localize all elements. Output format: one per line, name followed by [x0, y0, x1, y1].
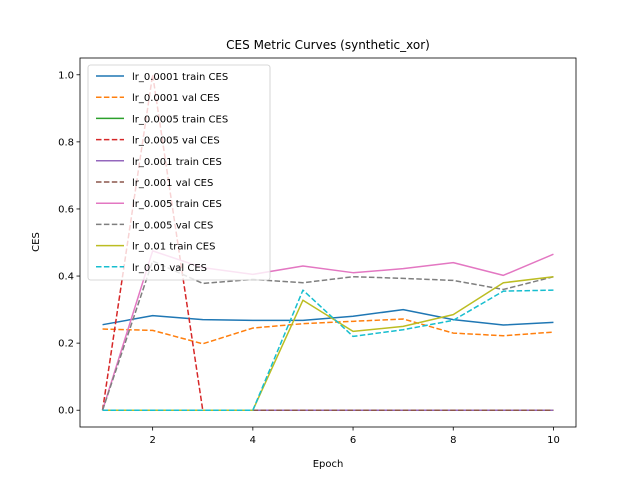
x-tick-label: 10: [547, 435, 560, 446]
x-tick-label: 8: [450, 435, 456, 446]
y-tick-label: 0.0: [58, 406, 74, 417]
chart-title: CES Metric Curves (synthetic_xor): [226, 38, 430, 52]
legend-entry-label: lr_0.001 train CES: [132, 157, 222, 168]
y-tick-label: 0.2: [58, 339, 74, 350]
series-line-9: [102, 289, 554, 411]
legend-entry-label: lr_0.001 val CES: [132, 178, 213, 189]
legend: lr_0.0001 train CES lr_0.0001 val CES lr_0…: [87, 64, 271, 281]
y-axis-label: CES: [31, 232, 42, 252]
plot-frame: [79, 57, 577, 428]
x-axis-label: Epoch: [313, 459, 344, 470]
legend-entry-label: lr_0.0001 train CES: [132, 72, 228, 83]
axes-layer: 2 4 6 8 10 0.0 0.2 0.4 0.6 0.8 1.0: [58, 70, 560, 446]
legend-entry-label: lr_0.005 val CES: [132, 220, 213, 231]
legend-entry-label: lr_0.0001 val CES: [132, 93, 220, 104]
legend-entry-label: lr_0.01 val CES: [132, 263, 207, 274]
legend-entry-label: lr_0.0005 train CES: [132, 114, 228, 125]
y-tick-label: 0.4: [58, 272, 74, 283]
legend-entry-label: lr_0.0005 val CES: [132, 136, 220, 147]
legend-box: [87, 64, 271, 281]
legend-entry-label: lr_0.01 train CES: [132, 242, 215, 253]
x-tick-label: 4: [250, 435, 256, 446]
x-tick-label: 2: [149, 435, 155, 446]
series-line-0: [102, 308, 554, 326]
y-tick-label: 0.8: [58, 137, 74, 148]
y-tick-label: 0.6: [58, 204, 74, 215]
series-line-1: [102, 318, 554, 345]
x-tick-label: 6: [350, 435, 356, 446]
legend-entry-label: lr_0.005 train CES: [132, 199, 222, 210]
y-tick-label: 1.0: [58, 70, 74, 81]
